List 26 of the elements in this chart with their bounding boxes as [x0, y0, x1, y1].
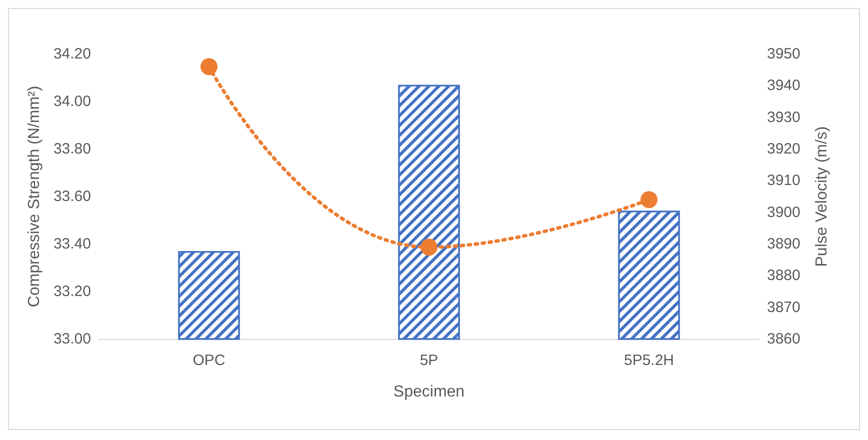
y-tick-label: 34.20: [53, 46, 91, 62]
y2-tick-label: 3910: [767, 172, 800, 190]
y2-axis-title: Pulse Velocity (m/s): [814, 126, 830, 267]
y2-tick-label: 3900: [767, 204, 800, 221]
y-tick-label: 34.00: [53, 93, 91, 110]
x-tick-label: 5P: [420, 352, 438, 369]
y-axis-title: Compressive Strength (N/mm²): [26, 86, 44, 308]
point: [200, 58, 218, 76]
y2-tick-label: 3880: [767, 267, 800, 284]
y-tick-label: 33.60: [53, 188, 91, 205]
point: [640, 191, 658, 208]
y2-tick-label: 3950: [767, 46, 800, 62]
point: [420, 238, 438, 256]
y2-tick-label: 3930: [767, 108, 800, 126]
y2-tick-label: 3870: [767, 298, 800, 316]
y2-tick-label: 3890: [767, 236, 800, 252]
y2-tick-label: 3940: [767, 77, 800, 94]
x-tick-label: 5P5.2H: [624, 352, 674, 369]
y-tick-label: 33.00: [53, 330, 91, 348]
y2-tick-label: 3920: [767, 140, 800, 158]
y-tick-label: 33.40: [53, 236, 91, 252]
y-tick-label: 33.80: [53, 140, 91, 158]
x-tick-label: OPC: [192, 352, 226, 369]
y-tick-label: 33.20: [53, 283, 91, 300]
y2-tick-label: 3860: [767, 330, 800, 348]
x-axis-title: Specimen: [393, 384, 465, 400]
